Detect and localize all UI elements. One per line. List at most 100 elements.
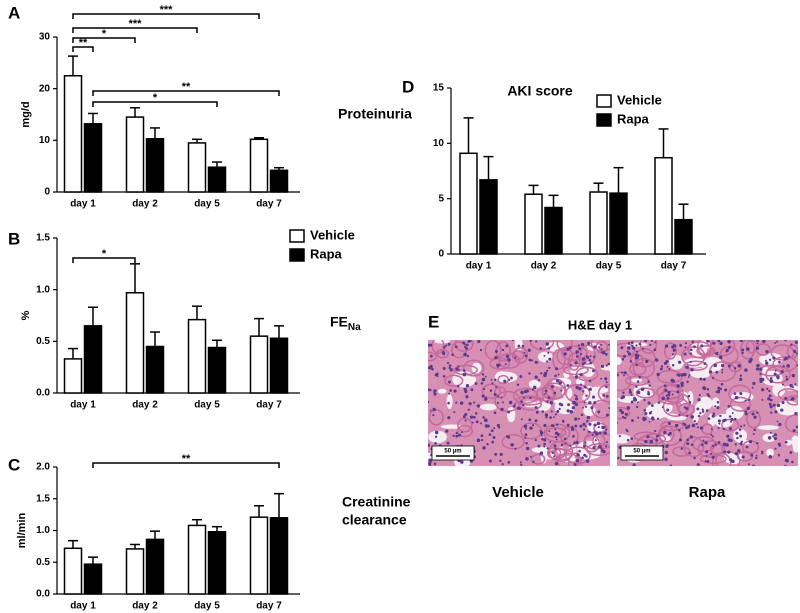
tubule [454, 340, 474, 352]
nucleus [547, 347, 551, 350]
nucleus [730, 417, 734, 421]
x-tick-label: day 5 [194, 400, 220, 411]
nucleus [428, 388, 432, 392]
lumen [711, 397, 720, 409]
nucleus [550, 385, 554, 389]
nucleus [524, 427, 527, 430]
lumen [437, 388, 447, 394]
nucleus [597, 410, 601, 414]
nucleus [605, 381, 608, 384]
nucleus [617, 456, 620, 460]
tubule [617, 406, 631, 420]
nucleus [594, 439, 597, 442]
nucleus [519, 461, 522, 464]
panel-label: E [428, 312, 439, 331]
tubule [444, 374, 464, 387]
tubule [721, 418, 740, 432]
bar [544, 206, 563, 255]
nucleus [674, 423, 679, 428]
nucleus [667, 422, 671, 426]
tubule [740, 340, 756, 360]
nucleus [778, 422, 782, 427]
nucleus [434, 435, 438, 438]
nucleus [529, 340, 533, 342]
nucleus [484, 418, 488, 423]
y-tick-label: 10 [433, 138, 445, 149]
nucleus [590, 406, 594, 410]
nucleus [620, 410, 625, 415]
nucleus [739, 377, 743, 382]
nucleus [510, 443, 514, 447]
nucleus [491, 382, 494, 385]
scale-bar-label: 50 µm [633, 449, 650, 455]
nucleus [523, 351, 526, 354]
nucleus [635, 385, 638, 388]
nucleus [705, 455, 708, 457]
nucleus [447, 416, 451, 420]
bar [187, 318, 207, 394]
bar [674, 218, 693, 255]
nucleus [776, 375, 780, 379]
tubule [590, 340, 610, 352]
nucleus [741, 455, 745, 459]
nucleus [751, 386, 754, 389]
nucleus [544, 392, 546, 395]
bar [524, 193, 543, 255]
tubule [481, 383, 502, 400]
bar [145, 538, 165, 595]
bar [269, 517, 289, 595]
tubule [786, 344, 798, 359]
y-tick-label: 1.0 [36, 284, 50, 295]
nucleus [676, 373, 680, 377]
nucleus [583, 401, 586, 404]
nucleus [671, 379, 675, 383]
nucleus [483, 388, 486, 391]
bar [269, 337, 289, 394]
nucleus [601, 425, 605, 430]
nucleus [635, 363, 639, 367]
nucleus [647, 380, 650, 383]
nucleus [442, 350, 445, 354]
tubule [663, 342, 677, 360]
tubule [696, 345, 716, 357]
nucleus [467, 341, 470, 343]
nucleus [560, 443, 564, 446]
tubule [562, 365, 589, 376]
nucleus [718, 414, 721, 417]
nucleus [574, 424, 578, 428]
nucleus [739, 340, 743, 343]
nucleus [684, 342, 688, 345]
nucleus [455, 431, 458, 435]
bar [249, 516, 269, 595]
nucleus [567, 403, 571, 407]
nucleus [516, 383, 520, 386]
nucleus [725, 443, 729, 447]
significance-bracket [72, 46, 94, 52]
nucleus [577, 344, 580, 347]
y-tick-label: 1.5 [36, 233, 50, 244]
nucleus [688, 401, 692, 404]
nucleus [618, 408, 623, 412]
image-title: H&E day 1 [568, 317, 632, 332]
histology-image [617, 340, 798, 466]
nucleus [547, 351, 550, 354]
nucleus [715, 351, 719, 356]
nucleus [463, 343, 466, 346]
nucleus [545, 342, 550, 346]
nucleus [575, 355, 579, 358]
nucleus [761, 398, 764, 401]
nucleus [689, 360, 692, 363]
nucleus [720, 382, 724, 386]
nucleus [455, 367, 459, 371]
tubule [544, 378, 567, 400]
nucleus [602, 394, 606, 397]
y-tick-label: 0 [44, 187, 50, 198]
nucleus [617, 373, 619, 377]
nucleus [739, 391, 743, 396]
nucleus [668, 367, 671, 371]
nucleus [719, 341, 723, 346]
nucleus [690, 443, 694, 447]
nucleus [533, 385, 537, 390]
nucleus [649, 343, 652, 347]
